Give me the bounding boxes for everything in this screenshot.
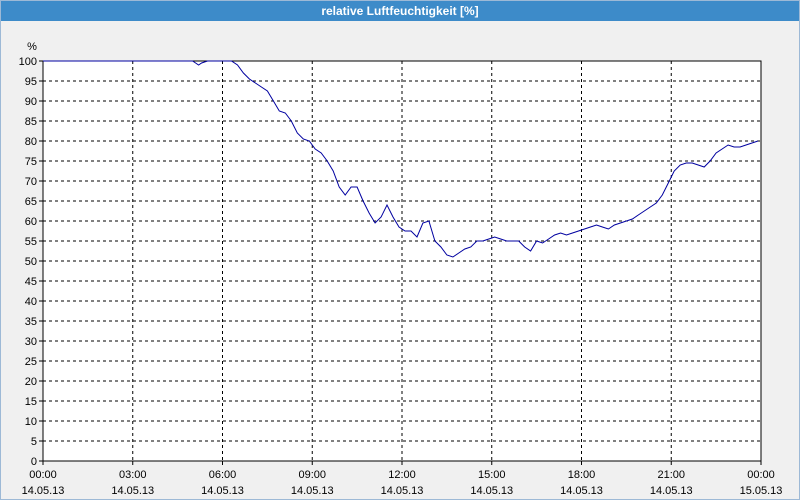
x-tick-time-label: 06:00 (209, 469, 237, 481)
y-tick-label: 10 (25, 416, 37, 428)
y-tick-label: 90 (25, 96, 37, 108)
x-tick-date-label: 14.05.13 (291, 485, 334, 497)
y-tick-label: 55 (25, 236, 37, 248)
y-tick-label: 45 (25, 276, 37, 288)
y-tick-label: 75 (25, 156, 37, 168)
x-tick-time-label: 21:00 (657, 469, 685, 481)
y-tick-label: 100 (19, 56, 37, 68)
x-tick-date-label: 15.05.13 (740, 485, 783, 497)
plot-border (42, 60, 762, 462)
y-tick-label: 25 (25, 356, 37, 368)
y-axis-label: % (27, 41, 37, 53)
chart-area: 0 5 10 15 20 25 30 35 40 45 50 55 60 65 70 75 80 85 90 95 10… (1, 21, 799, 499)
y-tick-label: 80 (25, 136, 37, 148)
x-tick-date-label: 14.05.13 (650, 485, 693, 497)
x-tick-date-label: 14.05.13 (381, 485, 424, 497)
y-tick-label: 65 (25, 196, 37, 208)
y-tick-label: 15 (25, 396, 37, 408)
y-tick-label: 20 (25, 376, 37, 388)
x-tick-time-label: 12:00 (388, 469, 416, 481)
y-tick-label: 60 (25, 216, 37, 228)
x-tick-time-label: 03:00 (119, 469, 147, 481)
window-title: relative Luftfeuchtigkeit [%] (1, 1, 799, 21)
y-tick-label: 85 (25, 116, 37, 128)
y-tick-label: 70 (25, 176, 37, 188)
x-tick-time-label: 18:00 (568, 469, 596, 481)
x-tick-time-label: 00:00 (29, 469, 57, 481)
x-tick-date-label: 14.05.13 (470, 485, 513, 497)
x-tick-time-label: 15:00 (478, 469, 506, 481)
x-tick-time-label: 09:00 (298, 469, 326, 481)
x-tick-date-label: 14.05.13 (201, 485, 244, 497)
x-tick-date-label: 14.05.13 (560, 485, 603, 497)
humidity-chart: 0 5 10 15 20 25 30 35 40 45 50 55 60 65 70 75 80 85 90 95 10… (19, 41, 783, 497)
y-tick-label: 0 (31, 456, 37, 468)
x-tick-time-label: 00:00 (747, 469, 775, 481)
y-tick-label: 50 (25, 256, 37, 268)
y-tick-label: 30 (25, 336, 37, 348)
x-tick-date-label: 14.05.13 (22, 485, 65, 497)
y-tick-label: 95 (25, 76, 37, 88)
humidity-series-line (43, 60, 759, 258)
y-tick-label: 5 (31, 436, 37, 448)
y-tick-label: 35 (25, 316, 37, 328)
y-tick-label: 40 (25, 296, 37, 308)
x-tick-date-label: 14.05.13 (111, 485, 154, 497)
